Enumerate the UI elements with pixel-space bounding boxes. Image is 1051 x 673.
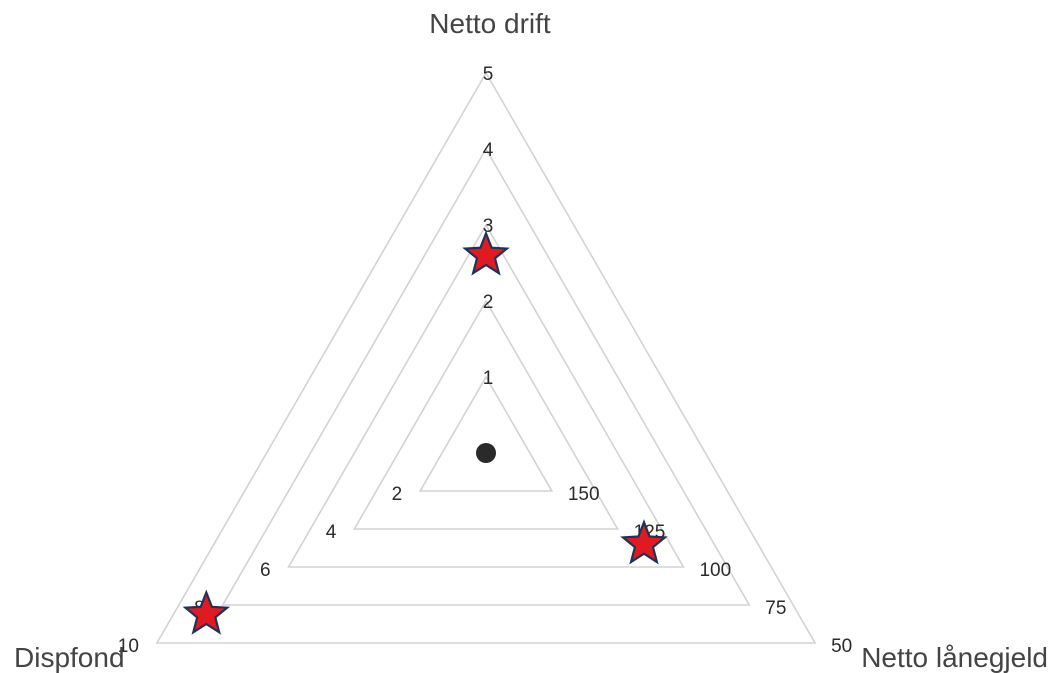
star-marker-netto-drift bbox=[462, 230, 510, 276]
tick-label-netto-lånegjeld-5: 50 bbox=[831, 636, 852, 657]
grid-triangle-level-4 bbox=[221, 147, 751, 606]
tick-label-netto-lånegjeld-3: 100 bbox=[699, 560, 731, 581]
tick-label-netto-lånegjeld-4: 75 bbox=[765, 598, 786, 619]
axis-title-netto-drift: Netto drift bbox=[429, 8, 551, 39]
center-dot-marker bbox=[476, 443, 496, 463]
tick-label-netto-drift-2: 2 bbox=[483, 292, 494, 313]
star-marker-dispfond bbox=[182, 589, 231, 635]
axis-title-netto-lanegjeld: Netto lånegjeld bbox=[861, 642, 1048, 673]
tick-label-dispfond-3: 6 bbox=[260, 560, 271, 581]
grid-triangle-level-2 bbox=[352, 299, 620, 530]
tick-label-dispfond-5: 10 bbox=[118, 636, 139, 657]
star-marker-netto-lånegjeld bbox=[620, 519, 668, 565]
tick-label-netto-drift-1: 1 bbox=[483, 368, 494, 389]
grid-triangle-level-3 bbox=[287, 223, 685, 568]
tick-label-netto-lånegjeld-1: 150 bbox=[568, 484, 600, 505]
markers bbox=[182, 230, 668, 635]
grid-triangle-level-1 bbox=[418, 375, 554, 492]
grid-layer bbox=[155, 71, 817, 644]
axis-title-dispfond: Dispfond bbox=[14, 642, 125, 673]
tick-label-netto-drift-5: 5 bbox=[483, 64, 494, 85]
tick-label-dispfond-1: 2 bbox=[392, 484, 403, 505]
tick-label-netto-drift-4: 4 bbox=[483, 140, 494, 161]
tick-labels: 123452468101501251007550 bbox=[118, 64, 852, 657]
tick-label-netto-drift-3: 3 bbox=[483, 216, 494, 237]
grid-triangle-level-5 bbox=[155, 71, 817, 644]
tick-label-dispfond-2: 4 bbox=[326, 522, 337, 543]
